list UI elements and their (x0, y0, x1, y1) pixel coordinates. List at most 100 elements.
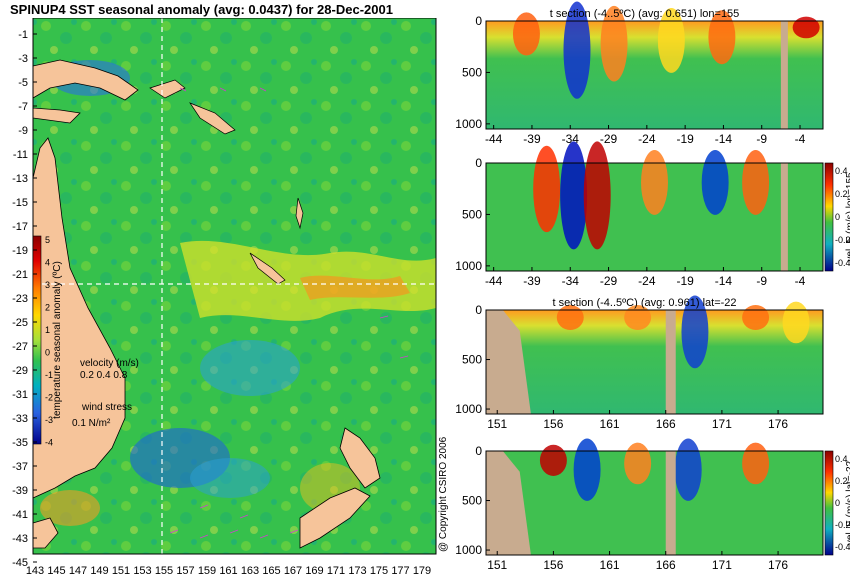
land-vanuatu (295, 197, 304, 230)
lat-tick-label: -37 (12, 461, 28, 473)
section-title: t section (-4..5ºC) (avg: 0.651) lon=155 (550, 8, 740, 20)
section-background (486, 310, 823, 414)
section-background (486, 451, 823, 555)
sst-colorbar-tick-label: 0 (45, 348, 50, 358)
land-mask (780, 163, 788, 271)
section-anomaly-feature (701, 150, 729, 215)
section-frame (485, 309, 824, 415)
section-y-tick-label: 0 (475, 156, 482, 170)
land-mask-coast (486, 310, 531, 414)
wind-legend-scale: 0.1 N/m² (72, 418, 111, 429)
section-anomaly-feature (533, 145, 561, 233)
lon-axis-labels: 143 145 147 149 151 153 155 157 159 161 163 165 167 1… (26, 565, 431, 577)
land-new-britain (149, 79, 186, 99)
land-solomon-islands (189, 102, 236, 135)
lat-tick-label: -33 (12, 413, 28, 425)
section-x-tick-label: -19 (676, 274, 694, 288)
section-anomaly-feature (556, 305, 584, 330)
velocity-legend-label: velocity (m/s) (80, 358, 139, 369)
cold-anomaly-patch (190, 458, 270, 498)
sst-map: 5 4 3 2 1 0 -1 -2 -3 -4 temperature seasonal anom… (12, 18, 437, 577)
lat-tick-label: -27 (12, 341, 28, 353)
section-y-tick-label: 0 (475, 444, 482, 458)
velocity-colorbar-label: vel. E (m/s) lon=155 (845, 172, 850, 262)
land-new-caledonia (249, 252, 286, 285)
lon-tick-label: 177 (391, 565, 409, 577)
lat-tick-label: -41 (12, 509, 28, 521)
section-panel: t section (-4..5ºC) (avg: 0.651) lon=155… (455, 1, 824, 146)
velocity-colorbar-label: vel. E (m/s) lat=-22 (845, 460, 850, 545)
section-y-tick-label: 0 (475, 303, 482, 317)
section-y-tick-label: 500 (462, 494, 482, 508)
section-x-tick-label: 161 (600, 558, 620, 572)
velocity-colorbar-tick-label: 0.4 (835, 454, 848, 464)
section-background (486, 21, 823, 129)
velocity-colorbar (824, 450, 834, 556)
section-anomaly-feature (560, 141, 588, 250)
cold-anomaly-patch (200, 340, 300, 396)
section-anomaly-feature (624, 305, 652, 330)
lat-tick-label: -35 (12, 437, 28, 449)
lon-tick-label: 169 (305, 565, 323, 577)
section-panel: 0 500 1000-44 -39 -34 -29 -24 -19 -14 -9 -4 0.4 0.2 0… (455, 141, 850, 288)
section-x-tick-label: 166 (656, 558, 676, 572)
lat-tick-label: -29 (12, 365, 28, 377)
lon-tick-label: 147 (69, 565, 87, 577)
lat-tick-label: -17 (12, 221, 28, 233)
sst-colorbar-ticks: 5 4 3 2 1 0 -1 -2 -3 -4 (45, 235, 53, 448)
section-y-tick-label: 1000 (455, 117, 482, 131)
lon-tick-label: 155 (155, 565, 173, 577)
land-australia (32, 137, 126, 499)
section-anomaly-feature (792, 16, 820, 39)
velocity-colorbar-tick-label: 0.2 (835, 476, 848, 486)
velocity-colorbar-tick-label: -0.4 (835, 542, 850, 552)
section-panels: t section (-4..5ºC) (avg: 0.651) lon=155… (455, 1, 850, 572)
section-x-tick-label: -4 (795, 132, 806, 146)
section-anomaly-feature (742, 305, 770, 330)
land-mask-island (665, 451, 676, 555)
sst-colorbar-tick-label: -1 (45, 370, 53, 380)
section-anomaly-feature (742, 442, 770, 485)
lon-tick-label: 167 (284, 565, 302, 577)
lon-tick-label: 171 (327, 565, 345, 577)
section-x-tick-label: -34 (562, 274, 580, 288)
section-x-tick-label: -29 (600, 274, 618, 288)
velocity-colorbar-tick-label: 0.4 (835, 166, 848, 176)
section-x-tick-label: -4 (795, 274, 806, 288)
warm-anomaly-patch (40, 490, 100, 526)
velocity-colorbar-tick-label: 0 (835, 212, 840, 222)
velocity-colorbar-tick-label: -0.2 (835, 520, 850, 530)
lat-tick-label: -5 (18, 77, 28, 89)
land-mask-coast (486, 451, 531, 555)
section-x-tick-label: 176 (768, 558, 788, 572)
section-title: t section (-4..5ºC) (avg: 0.961) lat=-22 (552, 297, 736, 309)
section-y-tick-label: 1000 (455, 259, 482, 273)
wind-legend-label: wind stress (81, 402, 132, 413)
section-anomaly-feature (674, 438, 702, 501)
land-mask (780, 21, 788, 129)
section-anomaly-feature (573, 438, 601, 501)
lat-tick-label: -3 (18, 53, 28, 65)
lat-tick-label: -7 (18, 101, 28, 113)
lat-tick-label: -15 (12, 197, 28, 209)
lon-tick-label: 163 (241, 565, 259, 577)
lon-tick-label: 159 (198, 565, 216, 577)
warm-anomaly-patch (300, 275, 410, 300)
lon-tick-label: 165 (262, 565, 280, 577)
sst-colorbar-tick-label: 5 (45, 235, 50, 245)
section-y-tick-label: 500 (462, 207, 482, 221)
section-anomaly-feature (600, 5, 628, 82)
section-x-tick-label: -24 (638, 132, 656, 146)
sst-colorbar-label: temperature seasonal anomaly (ºC) (52, 261, 63, 419)
sst-colorbar-tick-label: 2 (45, 303, 50, 313)
lat-tick-label: -1 (18, 29, 28, 41)
lon-tick-label: 175 (370, 565, 388, 577)
section-x-tick-label: 156 (543, 558, 563, 572)
land-new-zealand-south (299, 487, 371, 549)
lat-tick-label: -25 (12, 317, 28, 329)
lat-tick-label: -9 (18, 125, 28, 137)
section-x-tick-label: -44 (485, 274, 503, 288)
section-x-tick-label: 166 (656, 417, 676, 431)
lat-axis-labels: -1 -3 -5 -7 -9 -11 -13 -15 -17 -19 -21 -23 -25 -27 -29… (12, 29, 37, 569)
velocity-colorbar (824, 162, 834, 272)
